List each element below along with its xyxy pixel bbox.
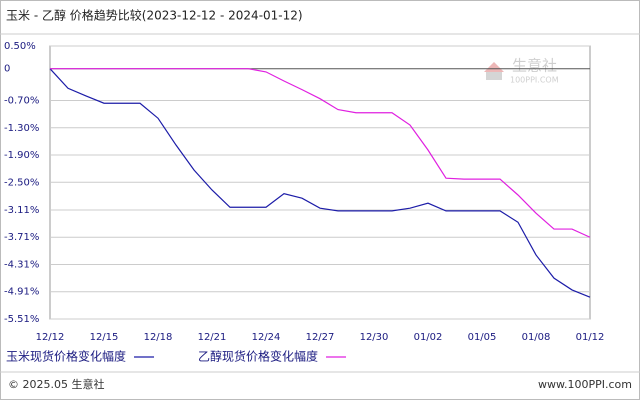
y-tick-label: -1.30%	[4, 123, 39, 134]
y-tick-label: -1.90%	[4, 150, 39, 161]
x-tick-label: 01/05	[468, 332, 497, 343]
y-tick-label: -4.31%	[4, 259, 39, 270]
y-tick-label: -0.70%	[4, 96, 39, 107]
x-tick-label: 01/12	[576, 332, 605, 343]
x-tick-label: 12/21	[198, 332, 227, 343]
x-tick-label: 12/12	[36, 332, 65, 343]
watermark-text: 100PPI.COM	[510, 76, 559, 85]
watermark-text: 生意社	[512, 57, 557, 75]
x-tick-label: 12/24	[252, 332, 281, 343]
x-tick-label: 12/27	[306, 332, 335, 343]
watermark: 生意社 100PPI.COM	[484, 57, 559, 85]
footer-left: © 2025.05 生意社	[8, 377, 104, 391]
y-tick-label: -3.71%	[4, 232, 39, 243]
x-tick-label: 12/15	[90, 332, 119, 343]
y-tick-label: 0	[4, 64, 10, 75]
y-tick-label: -2.50%	[4, 177, 39, 188]
y-tick-label: -4.91%	[4, 287, 39, 298]
watermark-logo	[484, 62, 504, 72]
chart-title: 玉米 - 乙醇 价格趋势比较(2023-12-12 - 2024-01-12)	[6, 8, 303, 23]
y-tick-label: -5.51%	[4, 314, 39, 325]
x-tick-label: 01/02	[414, 332, 443, 343]
x-tick-label: 01/08	[522, 332, 551, 343]
series-line	[50, 68, 591, 238]
x-tick-label: 12/30	[360, 332, 389, 343]
legend-label: 乙醇现货价格变化幅度	[198, 349, 318, 364]
series-line	[49, 68, 591, 298]
legend-label: 玉米现货价格变化幅度	[6, 349, 126, 364]
x-tick-label: 12/18	[144, 332, 173, 343]
footer-right: www.100PPI.com	[538, 378, 632, 391]
y-tick-label: -3.11%	[4, 205, 39, 216]
y-tick-label: 0.50%	[4, 41, 36, 52]
watermark-logo	[486, 72, 502, 80]
